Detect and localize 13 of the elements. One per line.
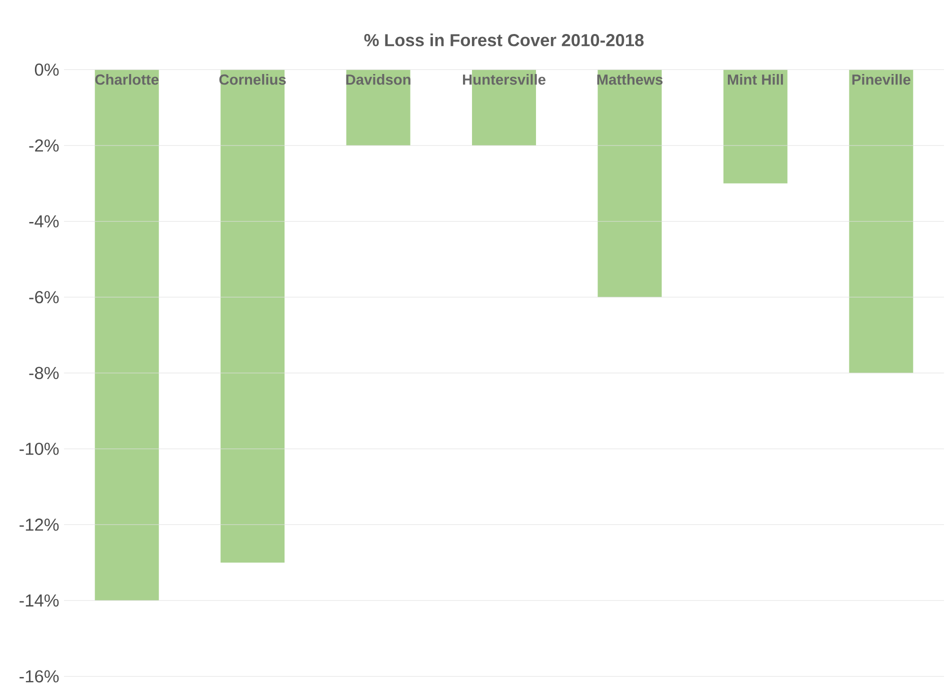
x-tick-label: Mint Hill <box>728 74 783 85</box>
y-tick-label: 0% <box>34 64 59 76</box>
chart-title: % Loss in Forest Cover 2010-2018 <box>364 34 644 46</box>
y-tick-label: -8% <box>29 366 59 380</box>
y-tick-label: -6% <box>29 291 59 304</box>
y-tick-label: -4% <box>29 215 59 228</box>
x-tick-label: Pineville <box>852 74 910 85</box>
y-tick-label: -16% <box>20 670 59 682</box>
x-tick-label: Charlotte <box>95 74 159 85</box>
y-tick-label: -12% <box>20 518 59 531</box>
y-tick-label: -14% <box>20 594 59 607</box>
y-tick-label: -2% <box>29 139 59 152</box>
y-tick-label: -10% <box>20 442 59 455</box>
